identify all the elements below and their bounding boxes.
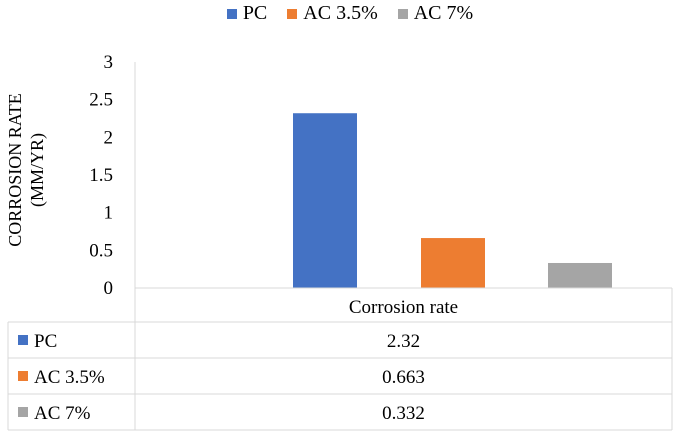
bar-1 — [293, 113, 357, 288]
bar-3 — [548, 262, 612, 288]
y-tick-label: 1.5 — [89, 165, 113, 186]
x-category-label: Corrosion rate — [349, 297, 458, 318]
table-series-label: AC 3.5% — [34, 367, 105, 388]
table-value-2: 0.663 — [382, 367, 425, 388]
y-tick-label: 1 — [104, 203, 114, 224]
legend-label-ac7: AC 7% — [413, 2, 474, 24]
legend-item-pc: PC — [226, 2, 268, 25]
legend-label-ac35: AC 3.5% — [303, 2, 378, 24]
legend-item-ac35: AC 3.5% — [287, 2, 378, 25]
y-tick-label: 3 — [104, 52, 114, 73]
table-series-label: PC — [34, 331, 57, 352]
bar-2 — [421, 238, 485, 288]
table-value-3: 0.332 — [382, 403, 425, 424]
table-value-1: 2.32 — [387, 331, 420, 352]
legend-swatch-ac7 — [397, 8, 408, 19]
legend-swatch-pc — [226, 8, 237, 19]
y-tick-label: 0 — [104, 278, 114, 299]
legend-swatch-ac35 — [287, 8, 298, 19]
chart-legend: PC AC 3.5% AC 7% — [0, 2, 700, 25]
legend-label-pc: PC — [242, 2, 268, 24]
y-tick-label: 2 — [104, 127, 114, 148]
y-tick-label: 2.5 — [89, 90, 113, 111]
table-swatch-3 — [18, 407, 28, 417]
y-tick-label: 0.5 — [89, 240, 113, 261]
legend-item-ac7: AC 7% — [397, 2, 474, 25]
table-series-label: AC 7% — [34, 403, 91, 424]
table-swatch-2 — [18, 371, 28, 381]
table-swatch-1 — [18, 335, 28, 345]
